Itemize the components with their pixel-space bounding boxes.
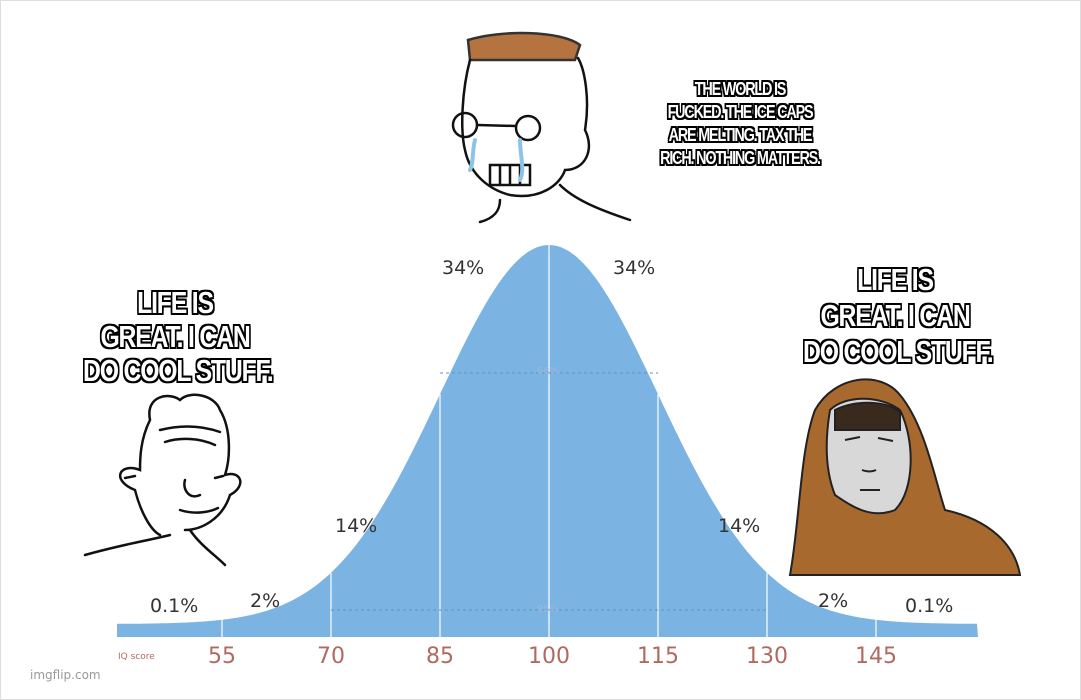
segment-label: 34%	[613, 257, 656, 279]
band-label-68: 68%	[536, 366, 560, 377]
right-caption: LIFE IS GREAT. I CAN DO COOL STUFF.	[803, 262, 994, 370]
caption-line: FUCKED. THE ICE CAPS	[667, 102, 814, 122]
segment-label: 2%	[818, 590, 849, 612]
caption-line: LIFE IS	[857, 262, 934, 297]
segment-label: 14%	[335, 515, 378, 537]
x-tick-label: 55	[208, 644, 236, 669]
segment-label: 0.1%	[905, 595, 954, 617]
x-axis-label: IQ score	[118, 652, 155, 662]
wojak-left-drawing	[83, 393, 242, 567]
caption-line: THE WORLD IS	[694, 79, 787, 99]
caption-line: DO COOL STUFF.	[83, 353, 274, 388]
caption-line: GREAT. I CAN	[820, 298, 970, 333]
imgflip-watermark: imgflip.com	[30, 668, 101, 682]
segment-label: 0.1%	[150, 595, 199, 617]
x-tick-label: 85	[426, 644, 454, 669]
middle-caption: THE WORLD IS FUCKED. THE ICE CAPS ARE ME…	[644, 78, 836, 170]
x-tick-label: 130	[746, 644, 788, 669]
wojak-doomer-drawing	[451, 31, 632, 224]
segment-label: 2%	[250, 590, 281, 612]
segment-label: 34%	[442, 257, 485, 279]
x-tick-label: 145	[855, 644, 897, 669]
caption-line: ARE MELTING. TAX THE	[668, 125, 813, 145]
segment-label: 14%	[718, 515, 761, 537]
caption-line: GREAT. I CAN	[100, 319, 250, 354]
caption-line: LIFE IS	[137, 285, 214, 320]
caption-line: DO COOL STUFF.	[803, 334, 994, 369]
left-caption: LIFE IS GREAT. I CAN DO COOL STUFF.	[83, 285, 274, 388]
x-tick-label: 70	[317, 644, 345, 669]
bell-curve-area	[117, 245, 978, 637]
band-label-95: 95%	[536, 604, 560, 615]
x-tick-label: 100	[528, 644, 570, 669]
hooded-character-drawing	[788, 378, 1022, 576]
x-tick-label: 115	[637, 644, 679, 669]
caption-line: RICH. NOTHING MATTERS.	[660, 148, 821, 168]
